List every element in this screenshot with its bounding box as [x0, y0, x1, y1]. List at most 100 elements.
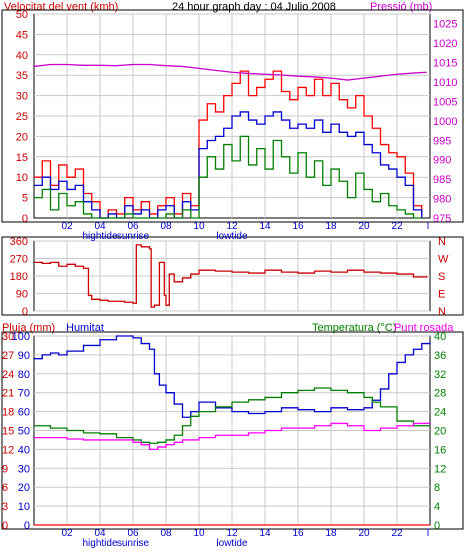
y-tick-direction: 0	[22, 306, 28, 318]
y-tick-rain: 24	[2, 369, 14, 381]
series-wind_dir	[34, 244, 428, 308]
y-tick-wind: 30	[16, 91, 28, 103]
y-tick-rain: 12	[2, 444, 14, 456]
y-tick-humidity: 50	[18, 426, 30, 438]
panel-frame-3	[1, 331, 464, 530]
y-tick-pressure: 1025	[433, 19, 457, 31]
y-tick-humidity: 30	[18, 463, 30, 475]
series-dewpoint	[34, 422, 430, 451]
y-tick-wind: 0	[22, 213, 28, 225]
y-tick-pressure: 995	[433, 135, 451, 147]
y-tick-direction: 180	[10, 271, 28, 283]
x-tick-hour: 20	[358, 528, 370, 539]
x-tick-hour: 06	[127, 221, 139, 232]
y-tick-wind: 50	[16, 9, 28, 21]
y-tick-pressure: 1010	[433, 77, 457, 89]
y-tick-humidity: 20	[18, 482, 30, 494]
y-tick-temperature: 8	[434, 482, 440, 494]
x-tick-hour: 22	[391, 221, 403, 232]
y-tick-wind: 15	[16, 152, 28, 164]
y-tick-wind: 45	[16, 29, 28, 41]
y-tick-wind: 20	[16, 131, 28, 143]
y-tick-direction: 360	[10, 236, 28, 248]
y-tick-rain: 6	[2, 482, 8, 494]
dewpoint-axis-title: Punt rosada	[394, 322, 454, 334]
y-tick-pressure: 990	[433, 155, 451, 167]
y-tick-pressure: 1000	[433, 116, 457, 128]
y-tick-wind: 35	[16, 70, 28, 82]
y-tick-pressure: 975	[433, 213, 451, 225]
x-tick-hour: 16	[292, 221, 304, 232]
y-tick-humidity: 40	[18, 444, 30, 456]
y-tick-wind: 40	[16, 50, 28, 62]
y-tick-temperature: 40	[434, 331, 446, 343]
y-tick-temperature: 32	[434, 369, 446, 381]
y-tick-rain: 15	[2, 426, 14, 438]
x-tick-hour: 08	[160, 528, 172, 539]
y-tick-humidity: 10	[18, 501, 30, 513]
x-tick-hour: 18	[325, 221, 337, 232]
x-annotation-sunrise: sunrise	[117, 538, 150, 549]
x-tick-hour: 20	[358, 221, 370, 232]
y-tick-wind: 5	[22, 193, 28, 205]
y-tick-compass: S	[438, 271, 445, 283]
y-tick-pressure: 980	[433, 194, 451, 206]
x-annotation-hightide: hightide	[82, 538, 117, 549]
x-tick-hour: 08	[160, 221, 172, 232]
x-tick-hour: 06	[127, 528, 139, 539]
y-tick-pressure: 1015	[433, 58, 457, 70]
y-tick-rain: 18	[2, 407, 14, 419]
series-temperature	[34, 387, 430, 444]
x-tick-hour: 12	[226, 221, 238, 232]
x-tick-hour: 04	[94, 221, 106, 232]
x-annotation-lowtide: lowtide	[216, 538, 248, 549]
y-tick-compass: N	[438, 306, 446, 318]
series-wind_min	[34, 135, 422, 219]
panel-frame-1	[1, 9, 464, 223]
y-tick-temperature: 36	[434, 350, 446, 362]
y-tick-temperature: 12	[434, 463, 446, 475]
x-tick-hour: 18	[325, 528, 337, 539]
y-tick-temperature: 16	[434, 444, 446, 456]
y-tick-pressure: 985	[433, 174, 451, 186]
y-tick-direction: 90	[16, 289, 28, 301]
x-annotation-hightide: hightide	[82, 231, 117, 242]
y-tick-rain: 21	[2, 388, 14, 400]
y-tick-humidity: 100	[12, 331, 30, 343]
series-wind_gust_avg	[34, 111, 423, 219]
y-tick-temperature: 4	[434, 501, 440, 513]
x-tick-hour: 14	[259, 221, 271, 232]
y-tick-pressure: 1005	[433, 96, 457, 108]
series-humidity	[34, 335, 431, 418]
y-tick-wind: 25	[16, 111, 28, 123]
y-tick-humidity: 70	[18, 388, 30, 400]
temperature-axis-title: Temperatura (°C)	[312, 322, 396, 334]
x-tick-hour: 04	[94, 528, 106, 539]
y-tick-compass: N	[438, 236, 446, 248]
series-pressure	[33, 63, 427, 81]
y-tick-temperature: 24	[434, 407, 446, 419]
x-tick-hour: l	[427, 221, 429, 232]
y-tick-humidity: 80	[18, 369, 30, 381]
y-tick-humidity: 90	[18, 350, 30, 362]
y-tick-humidity: 60	[18, 407, 30, 419]
x-tick-hour: l	[427, 528, 429, 539]
x-tick-hour: 22	[391, 528, 403, 539]
y-tick-rain: 9	[2, 463, 8, 475]
y-tick-rain: 0	[2, 520, 8, 532]
y-tick-humidity: 0	[24, 520, 30, 532]
y-tick-rain: 3	[2, 501, 8, 513]
y-tick-temperature: 28	[434, 388, 446, 400]
x-annotation-lowtide: lowtide	[216, 231, 248, 242]
y-tick-wind: 10	[16, 172, 28, 184]
y-tick-compass: E	[438, 289, 445, 301]
x-tick-hour: 02	[61, 221, 73, 232]
pressure-axis-title: Pressió (mb)	[370, 1, 432, 13]
x-annotation-sunrise: sunrise	[117, 231, 150, 242]
panel-frame-2	[1, 236, 464, 316]
x-tick-hour: 14	[259, 528, 271, 539]
y-tick-pressure: 1020	[433, 38, 457, 50]
x-tick-hour: 12	[226, 528, 238, 539]
x-tick-hour: 16	[292, 528, 304, 539]
